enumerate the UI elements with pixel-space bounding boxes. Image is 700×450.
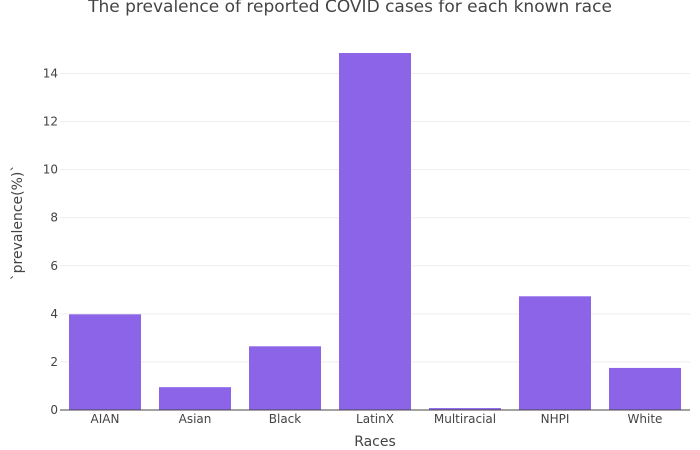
x-tick-label: White bbox=[628, 412, 663, 426]
x-tick-label: LatinX bbox=[356, 412, 394, 426]
bar-aian bbox=[69, 314, 141, 410]
bar-asian bbox=[159, 387, 231, 410]
x-axis-title: Races bbox=[354, 434, 396, 450]
y-axis-title: `prevalence(%)` bbox=[10, 165, 26, 281]
x-tick-label: AIAN bbox=[91, 412, 120, 426]
y-tick-label: 14 bbox=[43, 66, 58, 80]
y-tick-labels: 0 2 4 6 8 10 12 14 bbox=[43, 66, 58, 417]
y-tick-label: 12 bbox=[43, 115, 58, 129]
bar-multiracial bbox=[429, 408, 501, 410]
y-tick-label: 4 bbox=[50, 307, 58, 321]
y-tick-label: 10 bbox=[43, 163, 58, 177]
x-tick-label: Black bbox=[269, 412, 302, 426]
bar-latinx bbox=[339, 53, 411, 411]
x-tick-label: NHPI bbox=[541, 412, 570, 426]
x-tick-labels: AIAN Asian Black LatinX Multiracial NHPI White bbox=[91, 412, 663, 426]
y-tick-label: 2 bbox=[50, 355, 58, 369]
y-tick-label: 0 bbox=[50, 403, 58, 417]
bar-white bbox=[609, 367, 681, 410]
bar-nhpi bbox=[519, 296, 591, 410]
chart-title: The prevalence of reported COVID cases f… bbox=[88, 0, 612, 17]
x-tick-label: Asian bbox=[179, 412, 212, 426]
y-tick-label: 6 bbox=[50, 259, 58, 273]
bars bbox=[69, 53, 681, 411]
bar-black bbox=[249, 346, 321, 410]
x-tick-label: Multiracial bbox=[434, 412, 496, 426]
y-tick-label: 8 bbox=[50, 211, 58, 225]
